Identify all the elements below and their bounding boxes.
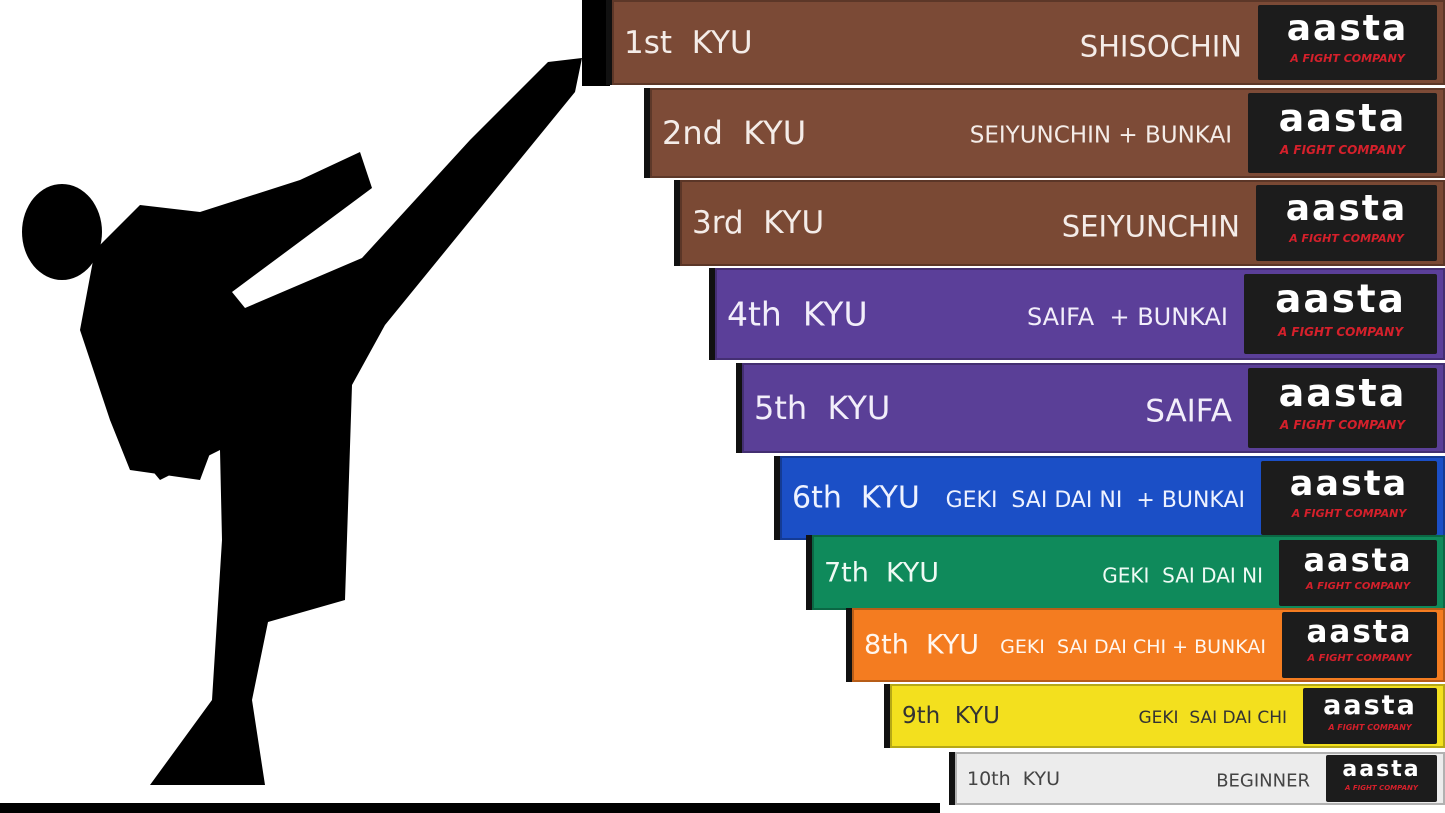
brand-name: aasta bbox=[1278, 371, 1407, 416]
belt: 1st KYU SHISOCHIN aasta A FIGHT COMPANY bbox=[612, 0, 1445, 85]
brand-tagline: A FIGHT COMPANY bbox=[1279, 143, 1406, 158]
brand-tagline: A FIGHT COMPANY bbox=[1291, 507, 1407, 521]
belt: 6th KYU GEKI SAI DAI NI + BUNKAI aasta A FI… bbox=[780, 456, 1445, 540]
kata-label: GEKI SAI DAI CHI bbox=[1138, 708, 1287, 728]
belt: 5th KYU SAIFA aasta A FIGHT COMPANY bbox=[742, 363, 1445, 453]
rank-label: 3rd KYU bbox=[692, 205, 825, 241]
brand-name: aasta bbox=[1275, 276, 1406, 322]
rank-label: 1st KYU bbox=[624, 24, 753, 61]
belt: 7th KYU GEKI SAI DAI NI aasta A FIGHT COMPA… bbox=[812, 535, 1445, 610]
floor-bar bbox=[0, 803, 940, 813]
brand-name: aasta bbox=[1323, 689, 1417, 721]
brand-logo: aasta A FIGHT COMPANY bbox=[1256, 185, 1437, 261]
rank-label: 4th KYU bbox=[727, 294, 868, 334]
brand-tagline: A FIGHT COMPANY bbox=[1290, 52, 1405, 66]
rank-label: 5th KYU bbox=[754, 389, 891, 427]
brand-tagline: A FIGHT COMPANY bbox=[1289, 232, 1404, 246]
kata-label: SEIYUNCHIN + BUNKAI bbox=[969, 122, 1232, 149]
brand-logo: aasta A FIGHT COMPANY bbox=[1248, 93, 1437, 173]
rank-label: 2nd KYU bbox=[662, 114, 807, 152]
brand-tagline: A FIGHT COMPANY bbox=[1279, 418, 1406, 433]
rank-label: 10th KYU bbox=[967, 767, 1061, 790]
belt: 10th KYU BEGINNER aasta A FIGHT COMPANY bbox=[955, 752, 1445, 805]
kata-label: SAIFA + BUNKAI bbox=[1027, 302, 1228, 331]
brand-tagline: A FIGHT COMPANY bbox=[1345, 784, 1418, 793]
brand-name: aasta bbox=[1303, 540, 1413, 579]
rank-label: 8th KYU bbox=[864, 629, 980, 661]
belt: 3rd KYU SEIYUNCHIN aasta A FIGHT COMPANY bbox=[680, 180, 1445, 266]
brand-name: aasta bbox=[1306, 614, 1413, 651]
brand-tagline: A FIGHT COMPANY bbox=[1328, 722, 1412, 732]
brand-logo: aasta A FIGHT COMPANY bbox=[1258, 5, 1437, 80]
brand-tagline: A FIGHT COMPANY bbox=[1277, 324, 1404, 339]
brand-logo: aasta A FIGHT COMPANY bbox=[1248, 368, 1437, 448]
brand-tagline: A FIGHT COMPANY bbox=[1307, 653, 1412, 665]
kata-label: SEIYUNCHIN bbox=[1061, 209, 1240, 244]
belt: 9th KYU GEKI SAI DAI CHI aasta A FIGHT COMP… bbox=[890, 684, 1445, 748]
brand-name: aasta bbox=[1342, 757, 1421, 783]
belt: 2nd KYU SEIYUNCHIN + BUNKAI aasta A FIGHT C… bbox=[650, 88, 1445, 178]
rank-label: 6th KYU bbox=[792, 480, 920, 516]
brand-name: aasta bbox=[1285, 188, 1408, 230]
brand-logo: aasta A FIGHT COMPANY bbox=[1261, 461, 1437, 535]
kicker-silhouette bbox=[22, 58, 582, 785]
kata-label: GEKI SAI DAI CHI + BUNKAI bbox=[1000, 636, 1266, 659]
kata-label: BEGINNER bbox=[1216, 770, 1310, 792]
brand-logo: aasta A FIGHT COMPANY bbox=[1282, 612, 1437, 678]
rank-label: 7th KYU bbox=[824, 557, 940, 588]
belt: 8th KYU GEKI SAI DAI CHI + BUNKAI aasta A F… bbox=[852, 608, 1445, 682]
belt: 4th KYU SAIFA + BUNKAI aasta A FIGHT COMPAN… bbox=[715, 268, 1445, 360]
brand-name: aasta bbox=[1289, 464, 1409, 505]
brand-logo: aasta A FIGHT COMPANY bbox=[1244, 273, 1437, 355]
rank-label: 9th KYU bbox=[902, 703, 1000, 729]
kata-label: SHISOCHIN bbox=[1079, 28, 1242, 63]
kata-label: GEKI SAI DAI NI + BUNKAI bbox=[945, 488, 1245, 513]
kata-label: SAIFA bbox=[1145, 393, 1232, 430]
kata-label: GEKI SAI DAI NI bbox=[1102, 562, 1263, 587]
brand-logo: aasta A FIGHT COMPANY bbox=[1326, 755, 1437, 802]
brand-logo: aasta A FIGHT COMPANY bbox=[1303, 687, 1437, 745]
brand-name: aasta bbox=[1286, 8, 1409, 50]
brand-name: aasta bbox=[1278, 96, 1407, 141]
brand-tagline: A FIGHT COMPANY bbox=[1305, 580, 1411, 592]
belt-knot bbox=[582, 0, 610, 86]
brand-logo: aasta A FIGHT COMPANY bbox=[1279, 539, 1437, 606]
